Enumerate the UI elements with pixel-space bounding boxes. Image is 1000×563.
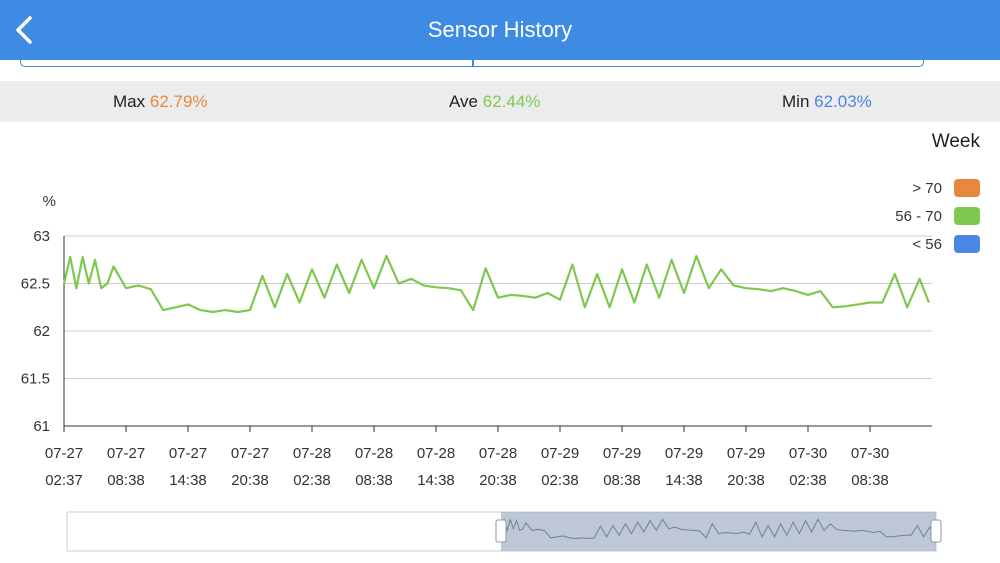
x-tick-date: 07-29 — [665, 445, 703, 462]
stat-ave: Ave 62.44% — [449, 81, 540, 122]
zoom-preview-line — [500, 517, 935, 540]
x-tick-time: 08:38 — [851, 472, 889, 489]
legend-swatch-high — [954, 179, 980, 197]
x-tick-date: 07-28 — [293, 445, 331, 462]
zoom-handle-right[interactable] — [930, 519, 942, 543]
stats-bar: Max 62.79% Ave 62.44% Min 62.03% — [0, 81, 1000, 122]
y-tick-label: 61.5 — [21, 371, 50, 388]
y-tick-label: 62.5 — [21, 276, 50, 293]
x-tick-date: 07-30 — [789, 445, 827, 462]
x-tick-date: 07-27 — [45, 445, 83, 462]
x-tick-date: 07-29 — [541, 445, 579, 462]
stat-ave-label: Ave — [449, 92, 478, 111]
x-tick-time: 20:38 — [479, 472, 517, 489]
x-tick-date: 07-28 — [417, 445, 455, 462]
y-tick-label: 62 — [33, 323, 50, 340]
y-tick-label: 61 — [33, 418, 50, 435]
x-tick-time: 20:38 — [231, 472, 269, 489]
page-title: Sensor History — [427, 17, 573, 42]
x-tick-time: 08:38 — [603, 472, 641, 489]
x-tick-date: 07-28 — [479, 445, 517, 462]
x-tick-time: 08:38 — [107, 472, 145, 489]
x-tick-date: 07-27 — [169, 445, 207, 462]
legend-swatch-low — [954, 235, 980, 253]
series-line — [62, 254, 930, 314]
stat-min: Min 62.03% — [782, 81, 872, 122]
x-tick-time: 14:38 — [169, 472, 207, 489]
x-tick-time: 08:38 — [355, 472, 393, 489]
stat-min-label: Min — [782, 92, 810, 111]
stat-max: Max 62.79% — [113, 81, 208, 122]
stat-ave-value: 62.44% — [482, 92, 541, 111]
stat-min-value: 62.03% — [814, 92, 872, 111]
y-axis-label: % — [43, 193, 56, 210]
x-tick-date: 07-27 — [107, 445, 145, 462]
segmented-control[interactable] — [20, 60, 924, 67]
legend-label-low: < 56 — [912, 235, 942, 253]
legend-item-high: > 70 — [912, 178, 980, 198]
x-tick-date: 07-29 — [727, 445, 765, 462]
x-tick-date: 07-27 — [231, 445, 269, 462]
legend-item-low: < 56 — [912, 234, 980, 254]
x-tick-time: 02:37 — [45, 472, 83, 489]
x-tick-time: 20:38 — [727, 472, 765, 489]
legend-label-normal: 56 - 70 — [895, 207, 942, 225]
header-bar: Sensor History — [0, 0, 1000, 60]
chevron-left-icon[interactable] — [10, 12, 46, 48]
zoom-handle-left[interactable] — [495, 519, 507, 543]
zoom-selection — [501, 512, 936, 551]
stat-max-label: Max — [113, 92, 146, 111]
y-tick-label: 63 — [33, 228, 50, 245]
x-tick-date: 07-28 — [355, 445, 393, 462]
x-tick-time: 02:38 — [293, 472, 331, 489]
x-tick-date: 07-29 — [603, 445, 641, 462]
legend-item-normal: 56 - 70 — [895, 206, 980, 226]
legend-swatch-normal — [954, 207, 980, 225]
range-selector[interactable]: Week — [931, 131, 980, 152]
x-tick-time: 02:38 — [541, 472, 579, 489]
x-tick-time: 14:38 — [417, 472, 455, 489]
x-tick-date: 07-30 — [851, 445, 889, 462]
x-tick-time: 14:38 — [665, 472, 703, 489]
legend-label-high: > 70 — [912, 179, 942, 197]
stat-max-value: 62.79% — [149, 92, 208, 111]
x-tick-time: 02:38 — [789, 472, 827, 489]
